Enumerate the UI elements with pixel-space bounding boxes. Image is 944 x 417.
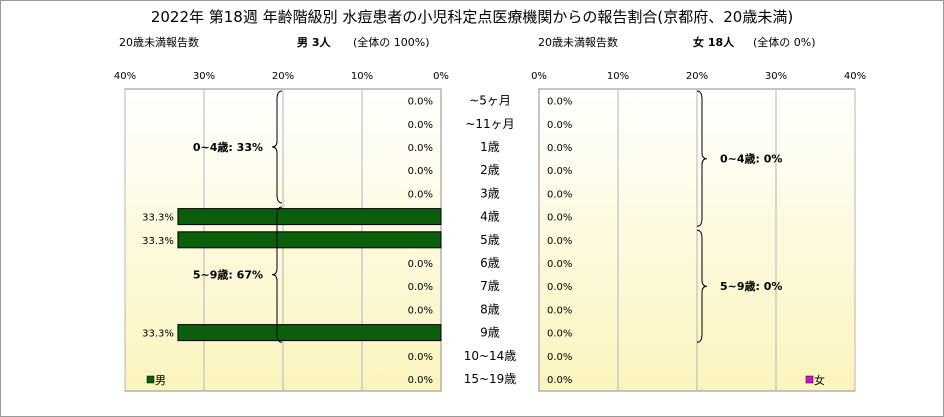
group-brace [696,229,708,343]
group-annotation-label: 0~4歳: 33% [193,140,263,154]
category-label: 6歳 [480,256,500,270]
x-tick-label: 40% [114,71,136,82]
bar-value-label: 0.0% [547,166,572,177]
bar-value-label: 0.0% [408,305,433,316]
category-label: 8歳 [480,302,500,316]
category-labels: ~5ヶ月 ~11ヶ月 1歳 2歳 3歳 4歳 5歳 6歳 7歳 8歳 9歳 10~14歳 15~19歳 [464,94,517,386]
bar [177,324,442,342]
group-brace [696,90,708,227]
legend-swatch [805,375,814,384]
legend-swatch [146,375,155,384]
x-tick-label: 30% [765,71,787,82]
bar-value-label: 0.0% [408,352,433,363]
bar-value-label: 0.0% [547,259,572,270]
legend-label: 女 [814,373,825,387]
legend-label: 男 [155,374,166,387]
bar-value-label: 0.0% [547,236,572,247]
category-label: ~5ヶ月 [469,94,511,108]
bar-value-label: 0.0% [547,120,572,131]
bar-value-label: 33.3% [142,236,174,247]
bar-value-label: 0.0% [547,97,572,108]
bar-value-label: 0.0% [547,143,572,154]
female-header-count: 女 18人 [693,35,735,49]
bar-value-label: 0.0% [547,189,572,200]
female-header-label: 20歳未満報告数 [538,36,618,49]
x-tick-label: 20% [686,71,708,82]
bar-value-label: 0.0% [408,375,433,386]
female-header-share: (全体の 0%) [753,35,816,49]
category-label: 1歳 [480,140,500,154]
bar-value-label: 0.0% [408,282,433,293]
x-tick-label: 10% [607,71,629,82]
bar-value-label: 0.0% [547,213,572,224]
category-label: 10~14歳 [464,349,517,363]
bar-value-label: 0.0% [547,375,572,386]
bar-value-label: 0.0% [547,329,572,340]
group-annotation-label: 5~9歳: 67% [193,268,263,282]
bar-value-label: 0.0% [408,166,433,177]
x-tick-label: 30% [193,71,215,82]
x-tick-label: 20% [272,71,294,82]
group-annotation-label: 5~9歳: 0% [720,279,782,293]
chart-title: 2022年 第18週 年齢階級別 水痘患者の小児科定点医療機関からの報告割合(京… [151,8,793,26]
category-label: 9歳 [480,326,500,340]
category-label: 5歳 [480,233,500,247]
category-label: 3歳 [480,186,500,200]
bar [177,231,442,249]
male-header-share: (全体の 100%) [353,35,430,49]
bar-value-label: 0.0% [408,189,433,200]
male-header-label: 20歳未満報告数 [119,36,199,49]
category-label: 15~19歳 [464,372,517,386]
x-tick-label: 10% [351,71,373,82]
male-panel: 40% 30% 20% 10% 0% 0.0% 0.0% 0.0% 0.0% 0.0% 33.3% 3… [114,71,449,392]
category-label: 7歳 [480,279,500,293]
bar [177,208,442,226]
bar-value-label: 0.0% [408,259,433,270]
category-label: 2歳 [480,163,500,177]
bar-value-label: 0.0% [408,97,433,108]
bar-value-label: 0.0% [408,143,433,154]
group-annotation-label: 0~4歳: 0% [720,152,782,166]
bar-value-label: 0.0% [547,282,572,293]
female-panel: 0% 10% 20% 30% 40% 0.0% 0.0% 0.0% 0.0% 0.0% 0.0% 0.… [531,71,866,392]
category-label: 4歳 [480,210,500,224]
x-tick-label: 40% [844,71,866,82]
male-header-count: 男 3人 [297,35,331,49]
bar-value-label: 33.3% [142,329,174,340]
category-label: ~11ヶ月 [465,117,514,131]
x-tick-label: 0% [433,71,449,82]
group-brace [271,206,283,343]
bar-value-label: 0.0% [547,305,572,316]
bar-value-label: 33.3% [142,213,174,224]
x-tick-label: 0% [531,71,547,82]
bar-value-label: 0.0% [408,120,433,131]
group-brace [271,90,283,204]
bar-value-label: 0.0% [547,352,572,363]
